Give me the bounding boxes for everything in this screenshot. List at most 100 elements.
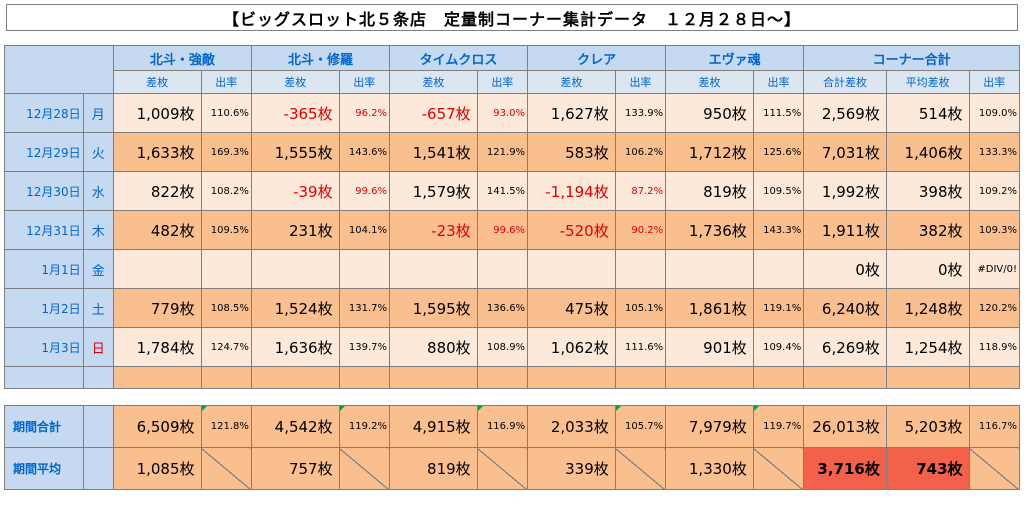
day-of-week-cell: 日 — [82, 327, 114, 367]
empty-cell — [527, 366, 616, 389]
empty-cell — [389, 366, 478, 389]
date-cell: 12月31日 — [4, 210, 84, 250]
diff-header: 差枚 — [389, 70, 478, 94]
total-diff-cell: 3,716枚 — [803, 447, 887, 490]
period-total-label: 期間合計 — [4, 405, 84, 448]
total-diff-cell: 1,911枚 — [803, 210, 887, 250]
total-diff-cell: 1,992枚 — [803, 171, 887, 211]
rate-header: 出率 — [968, 70, 1020, 94]
diff-cell: 1,579枚 — [389, 171, 478, 211]
rate-cell: 111.5% — [752, 93, 805, 133]
avg-diff-header: 平均差枚 — [885, 70, 970, 94]
rate-header: 出率 — [338, 70, 391, 94]
rate-cell: 143.3% — [752, 210, 805, 250]
diff-cell: 1,085枚 — [112, 447, 202, 490]
day-of-week-cell: 火 — [82, 132, 114, 172]
diff-cell: 583枚 — [527, 132, 616, 172]
daily-data-table: 北斗・強敵 北斗・修羅 タイムクロス クレア エヴァ魂 コーナー合計 差枚 出率… — [4, 45, 1020, 389]
avg-diff-cell: 382枚 — [885, 210, 970, 250]
diff-cell: -39枚 — [250, 171, 340, 211]
empty-cell — [250, 366, 340, 389]
rate-header: 出率 — [200, 70, 252, 94]
diff-cell: 4,542枚 — [250, 405, 340, 448]
rate-cell: 93.0% — [476, 93, 529, 133]
total-diff-cell: 6,269枚 — [803, 327, 887, 367]
avg-diff-cell: 5,203枚 — [885, 405, 970, 448]
total-rate-cell: 133.3% — [968, 132, 1020, 172]
diagonal-blank-cell — [968, 447, 1021, 490]
rate-cell: 109.5% — [200, 210, 252, 250]
diff-header: 差枚 — [527, 70, 616, 94]
rate-cell: 99.6% — [338, 171, 391, 211]
empty-row — [4, 366, 1020, 389]
empty-cell — [885, 366, 970, 389]
diff-cell — [389, 249, 478, 289]
date-cell: 12月29日 — [4, 132, 84, 172]
rate-cell — [752, 249, 805, 289]
rate-cell: 119.2% — [338, 405, 391, 448]
diff-cell: 2,033枚 — [527, 405, 616, 448]
diff-cell: -365枚 — [250, 93, 340, 133]
rate-cell: 104.1% — [338, 210, 391, 250]
empty-cell — [803, 366, 887, 389]
rate-cell — [476, 249, 529, 289]
diagonal-blank-cell — [338, 447, 391, 490]
empty-cell — [4, 366, 84, 389]
diagonal-blank-cell — [476, 447, 529, 490]
day-of-week-cell: 木 — [82, 210, 114, 250]
diff-cell: 950枚 — [665, 93, 754, 133]
rate-cell: 99.6% — [476, 210, 529, 250]
table-row: 12月29日火 1,633枚 169.3% 1,555枚 143.6% 1,541枚 121… — [4, 132, 1020, 172]
diff-cell: 1,062枚 — [527, 327, 616, 367]
avg-diff-cell: 1,248枚 — [885, 288, 970, 328]
day-of-week-cell: 水 — [82, 171, 114, 211]
rate-cell: 108.5% — [200, 288, 252, 328]
diff-cell: 1,627枚 — [527, 93, 616, 133]
diff-cell: 1,784枚 — [112, 327, 202, 367]
table-row: 1月2日土 779枚 108.5% 1,524枚 131.7% 1,595枚 136.6% 4… — [4, 288, 1020, 328]
empty-cell — [752, 366, 805, 389]
diff-cell: 1,636枚 — [250, 327, 340, 367]
empty-cell — [82, 366, 114, 389]
day-of-week-cell: 土 — [82, 288, 114, 328]
rate-cell: 90.2% — [614, 210, 667, 250]
diff-cell: 819枚 — [665, 171, 754, 211]
diff-cell: 901枚 — [665, 327, 754, 367]
table-row: 1月3日日 1,784枚 124.7% 1,636枚 139.7% 880枚 108.9% 1… — [4, 327, 1020, 367]
diff-cell: 1,524枚 — [250, 288, 340, 328]
diff-cell: 1,861枚 — [665, 288, 754, 328]
table-row: 12月31日木 482枚 109.5% 231枚 104.1% -23枚 99.6% -520… — [4, 210, 1020, 250]
diff-cell: 475枚 — [527, 288, 616, 328]
avg-diff-cell: 398枚 — [885, 171, 970, 211]
diff-cell: 1,736枚 — [665, 210, 754, 250]
summary-table: 期間合計 6,509枚 121.8% 4,542枚 119.2% 4,915枚 116.9%… — [4, 405, 1021, 490]
rate-cell: 125.6% — [752, 132, 805, 172]
diff-header: 差枚 — [112, 70, 202, 94]
period-average-label: 期間平均 — [4, 447, 84, 490]
total-rate-cell: 116.7% — [968, 405, 1021, 448]
total-rate-cell: 120.2% — [968, 288, 1020, 328]
corner-header-blank — [4, 45, 114, 94]
diff-cell: 1,712枚 — [665, 132, 754, 172]
total-rate-cell: 109.2% — [968, 171, 1020, 211]
total-rate-cell: 109.3% — [968, 210, 1020, 250]
rate-cell: 106.2% — [614, 132, 667, 172]
total-diff-cell: 6,240枚 — [803, 288, 887, 328]
diff-cell: 1,541枚 — [389, 132, 478, 172]
total-diff-cell: 0枚 — [803, 249, 887, 289]
rate-header: 出率 — [476, 70, 529, 94]
rate-cell: 133.9% — [614, 93, 667, 133]
rate-cell: 109.4% — [752, 327, 805, 367]
date-cell: 12月30日 — [4, 171, 84, 211]
diff-cell: 4,915枚 — [389, 405, 478, 448]
table-row: 12月28日月 1,009枚 110.6% -365枚 96.2% -657枚 93.0% 1… — [4, 93, 1020, 133]
empty-cell — [614, 366, 667, 389]
diff-header: 差枚 — [250, 70, 340, 94]
machine-header: タイムクロス — [388, 45, 529, 71]
machine-header: エヴァ魂 — [665, 45, 805, 71]
rate-cell: 116.9% — [476, 405, 529, 448]
empty-cell — [112, 366, 202, 389]
date-cell: 1月3日 — [4, 327, 84, 367]
total-diff-cell: 2,569枚 — [803, 93, 887, 133]
period-average-row: 期間平均 1,085枚 757枚 819枚 339枚 1,330枚 3,716枚 743枚 — [4, 447, 1021, 490]
